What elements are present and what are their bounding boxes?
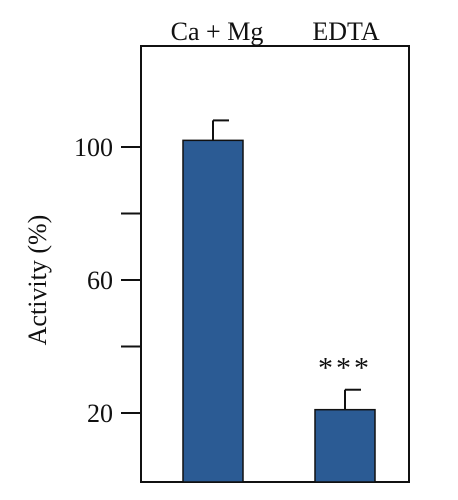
y-tick-label-60: 60 xyxy=(87,266,113,295)
category-label-1: Ca + Mg xyxy=(171,17,264,46)
plot-frame xyxy=(140,45,410,483)
significance-annotation-1: *** xyxy=(318,352,372,385)
y-tick-label-20: 20 xyxy=(87,399,113,428)
category-label-2: EDTA xyxy=(312,17,379,46)
bar-2 xyxy=(314,408,376,483)
y-axis-label: Activity (%) xyxy=(23,215,52,346)
y-tick-label-100: 100 xyxy=(74,133,113,162)
bar-1 xyxy=(182,139,244,483)
